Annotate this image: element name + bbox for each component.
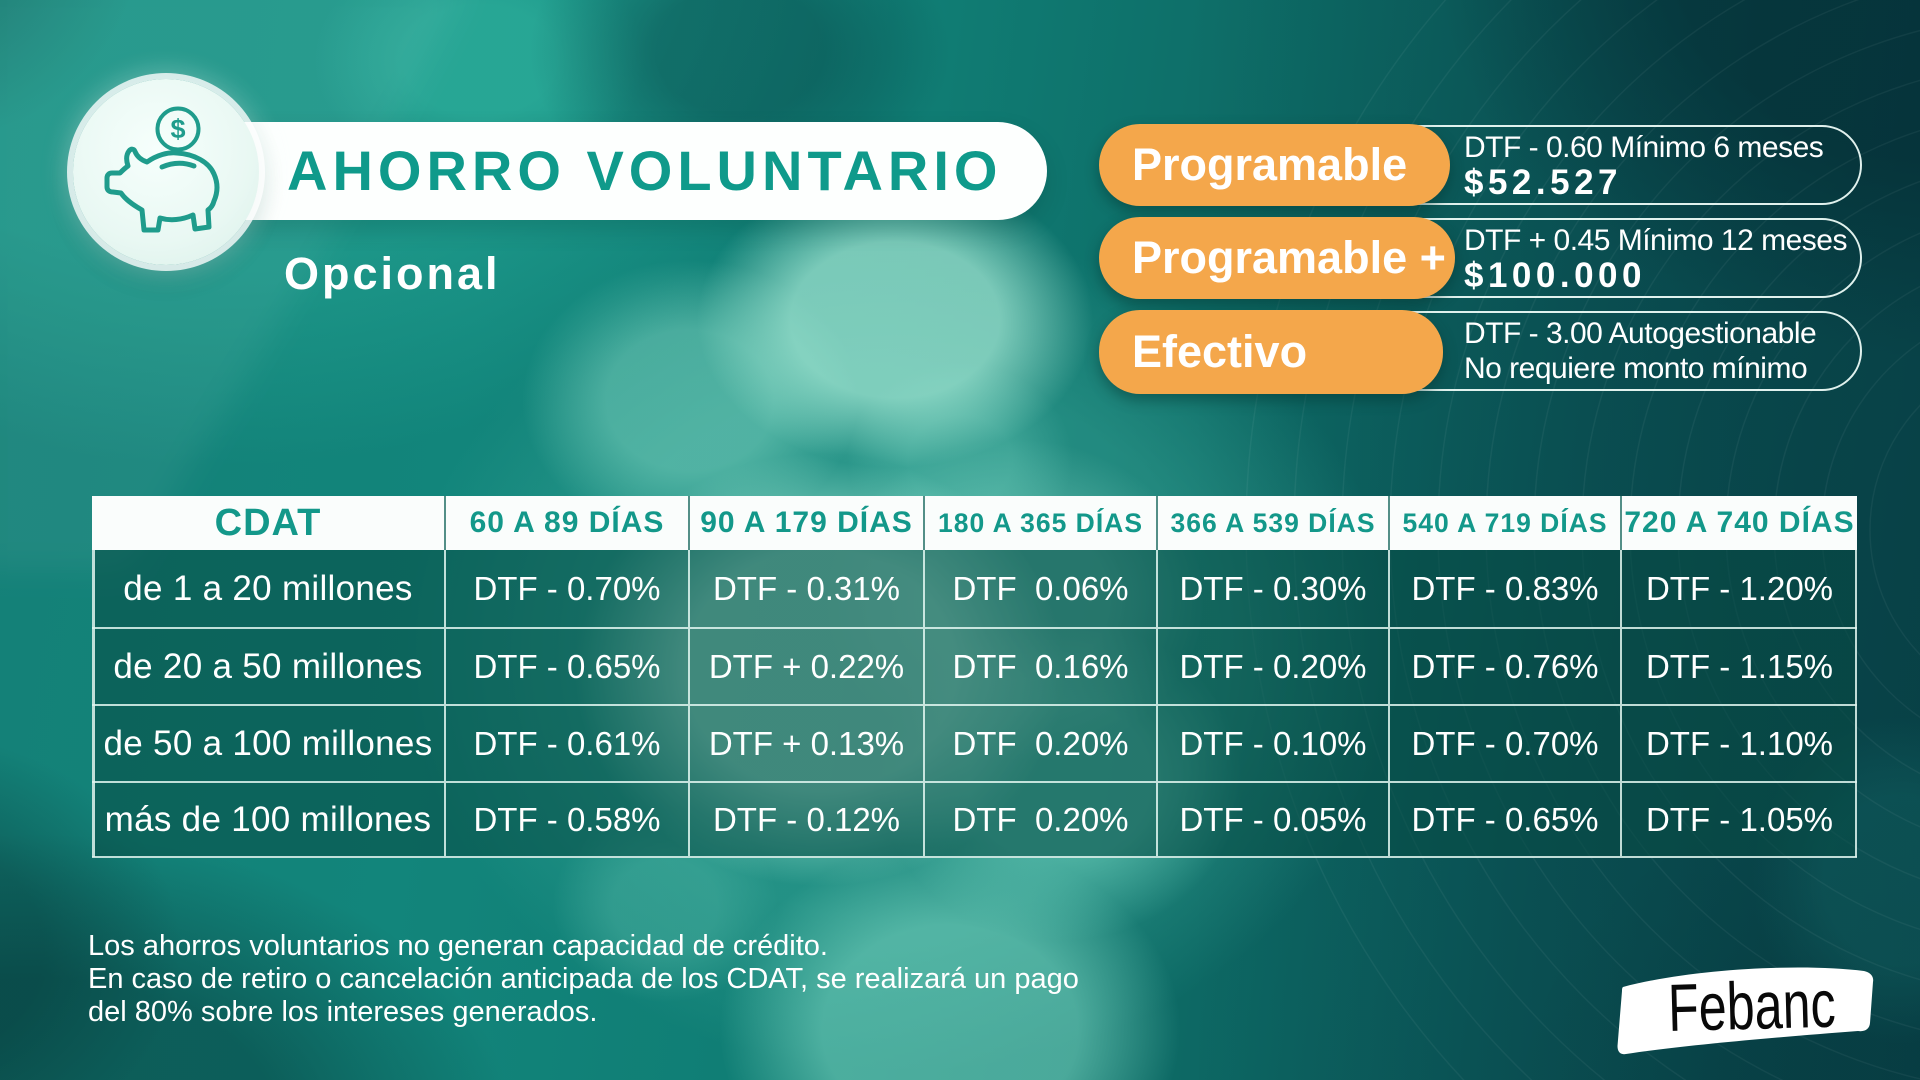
svg-text:$: $ — [170, 114, 185, 144]
